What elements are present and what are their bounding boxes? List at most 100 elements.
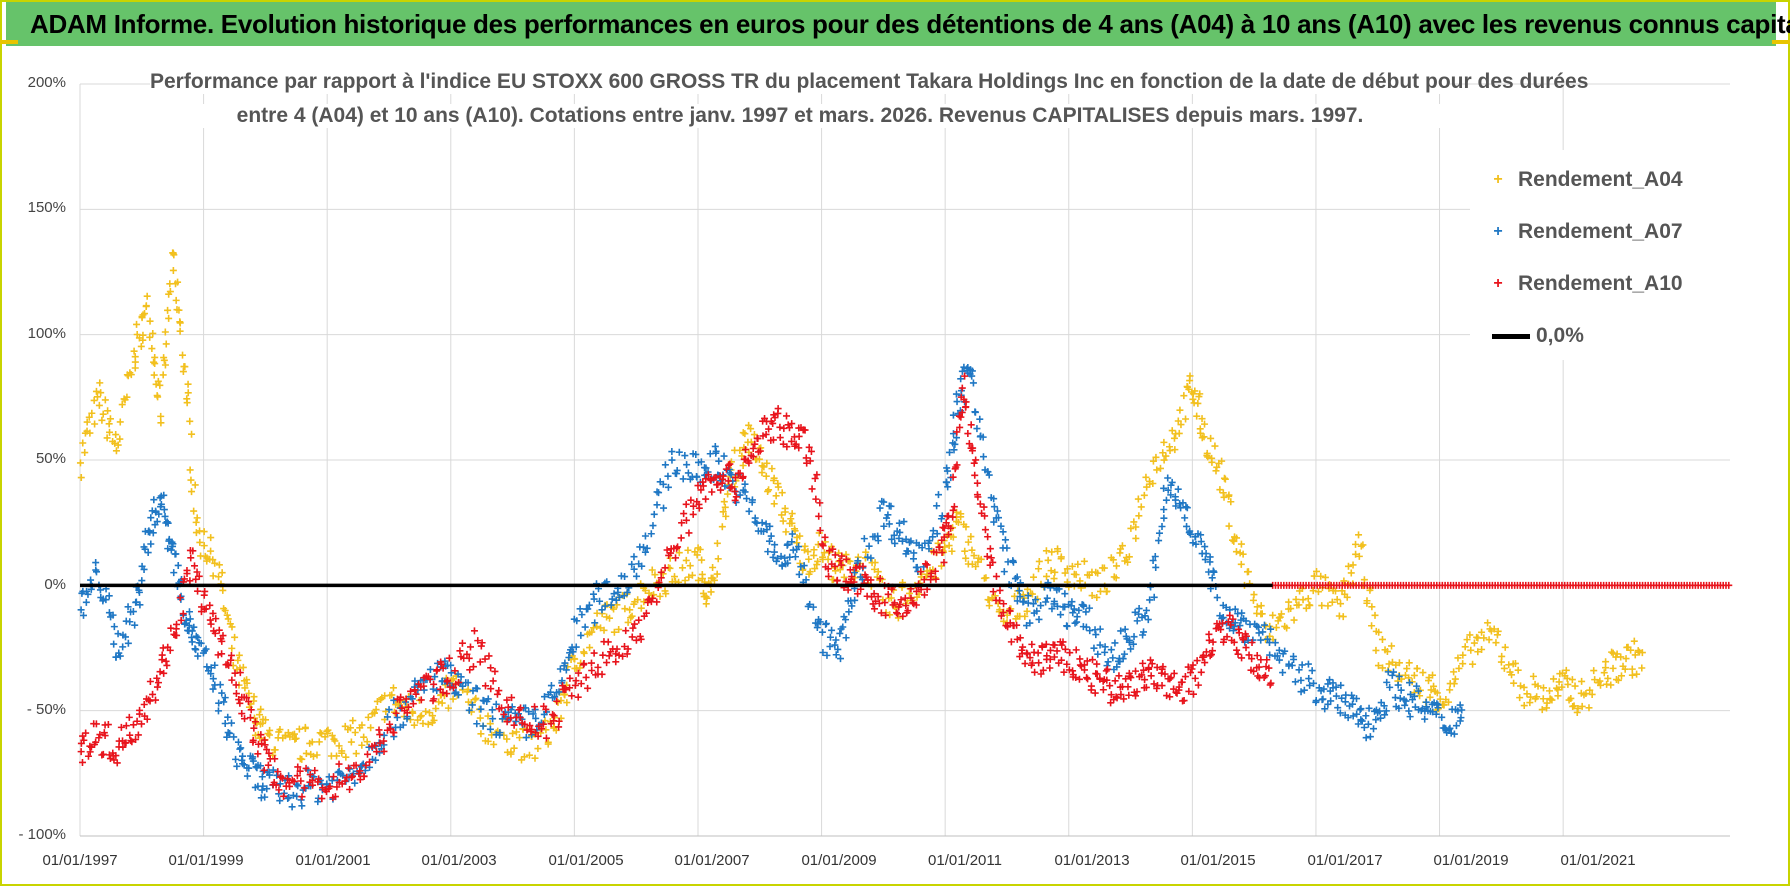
scatter-point bbox=[156, 668, 164, 676]
scatter-point bbox=[1176, 406, 1184, 414]
scatter-point bbox=[1248, 639, 1256, 647]
scatter-point bbox=[663, 546, 671, 554]
scatter-point bbox=[876, 504, 884, 512]
scatter-point bbox=[1359, 541, 1367, 549]
scatter-point bbox=[774, 409, 782, 417]
scatter-point bbox=[762, 520, 770, 528]
scatter-point bbox=[1267, 625, 1275, 633]
scatter-point bbox=[131, 364, 139, 372]
scatter-point bbox=[1432, 710, 1440, 718]
scatter-point bbox=[1232, 548, 1240, 556]
scatter-point bbox=[112, 653, 120, 661]
scatter-point bbox=[1310, 572, 1318, 580]
scatter-point bbox=[194, 634, 202, 642]
scatter-point bbox=[190, 623, 198, 631]
scatter-point bbox=[542, 705, 550, 713]
scatter-point bbox=[1120, 695, 1128, 703]
scatter-point bbox=[1207, 434, 1215, 442]
scatter-point bbox=[636, 632, 644, 640]
scatter-point bbox=[1389, 668, 1397, 676]
scatter-point bbox=[971, 408, 979, 416]
scatter-point bbox=[250, 724, 258, 732]
scatter-point bbox=[893, 609, 901, 617]
scatter-point bbox=[907, 594, 915, 602]
scatter-point bbox=[721, 503, 729, 511]
scatter-point bbox=[280, 792, 288, 800]
scatter-point bbox=[825, 572, 833, 580]
scatter-point bbox=[392, 709, 400, 717]
scatter-point bbox=[154, 377, 162, 385]
scatter-point bbox=[79, 439, 87, 447]
scatter-point bbox=[1109, 654, 1117, 662]
scatter-point bbox=[351, 729, 359, 737]
scatter-point bbox=[209, 675, 217, 683]
scatter-point bbox=[832, 651, 840, 659]
scatter-point bbox=[1265, 664, 1273, 672]
scatter-point bbox=[1492, 639, 1500, 647]
banner-accent-left bbox=[0, 40, 18, 44]
scatter-point bbox=[681, 577, 689, 585]
scatter-point bbox=[1217, 626, 1225, 634]
scatter-point bbox=[1175, 683, 1183, 691]
scatter-point bbox=[1184, 663, 1192, 671]
scatter-point bbox=[285, 794, 293, 802]
scatter-point bbox=[1133, 688, 1141, 696]
scatter-point bbox=[243, 679, 251, 687]
scatter-point bbox=[1295, 601, 1303, 609]
scatter-point bbox=[632, 636, 640, 644]
scatter-point bbox=[335, 742, 343, 750]
scatter-point bbox=[430, 695, 438, 703]
scatter-point bbox=[1533, 693, 1541, 701]
scatter-point bbox=[702, 600, 710, 608]
scatter-point bbox=[347, 773, 355, 781]
scatter-point bbox=[1574, 704, 1582, 712]
scatter-point bbox=[1069, 609, 1077, 617]
scatter-point bbox=[231, 633, 239, 641]
scatter-point bbox=[459, 682, 467, 690]
scatter-point bbox=[274, 768, 282, 776]
scatter-point bbox=[1225, 522, 1233, 530]
scatter-point bbox=[1433, 689, 1441, 697]
scatter-point bbox=[177, 592, 185, 600]
scatter-point bbox=[1568, 676, 1576, 684]
scatter-point bbox=[1208, 574, 1216, 582]
scatter-point bbox=[569, 648, 577, 656]
scatter-point bbox=[913, 587, 921, 595]
scatter-point bbox=[215, 699, 223, 707]
scatter-point bbox=[508, 694, 516, 702]
scatter-point bbox=[1151, 553, 1159, 561]
scatter-point bbox=[836, 557, 844, 565]
scatter-point bbox=[1429, 708, 1437, 716]
scatter-point bbox=[615, 625, 623, 633]
scatter-point bbox=[188, 627, 196, 635]
scatter-point bbox=[1321, 705, 1329, 713]
scatter-point bbox=[576, 605, 584, 613]
scatter-point bbox=[1195, 393, 1203, 401]
scatter-point bbox=[1050, 575, 1058, 583]
scatter-point bbox=[1500, 664, 1508, 672]
scatter-point bbox=[684, 469, 692, 477]
x-tick-label: 01/01/2011 bbox=[928, 852, 1002, 869]
scatter-point bbox=[1267, 679, 1275, 687]
scatter-point bbox=[1314, 588, 1322, 596]
scatter-point bbox=[689, 502, 697, 510]
scatter-point bbox=[1419, 669, 1427, 677]
scatter-point bbox=[591, 619, 599, 627]
scatter-point bbox=[833, 576, 841, 584]
scatter-point bbox=[1250, 667, 1258, 675]
scatter-point bbox=[106, 428, 114, 436]
scatter-point bbox=[788, 510, 796, 518]
scatter-point bbox=[1242, 617, 1250, 625]
scatter-point bbox=[571, 655, 579, 663]
scatter-point bbox=[1206, 652, 1214, 660]
scatter-point bbox=[580, 649, 588, 657]
scatter-point bbox=[862, 548, 870, 556]
scatter-point bbox=[877, 609, 885, 617]
scatter-point bbox=[172, 296, 180, 304]
scatter-point bbox=[207, 547, 215, 555]
scatter-point bbox=[1000, 617, 1008, 625]
scatter-point bbox=[992, 572, 1000, 580]
scatter-point bbox=[586, 644, 594, 652]
scatter-point bbox=[781, 554, 789, 562]
scatter-point bbox=[345, 764, 353, 772]
